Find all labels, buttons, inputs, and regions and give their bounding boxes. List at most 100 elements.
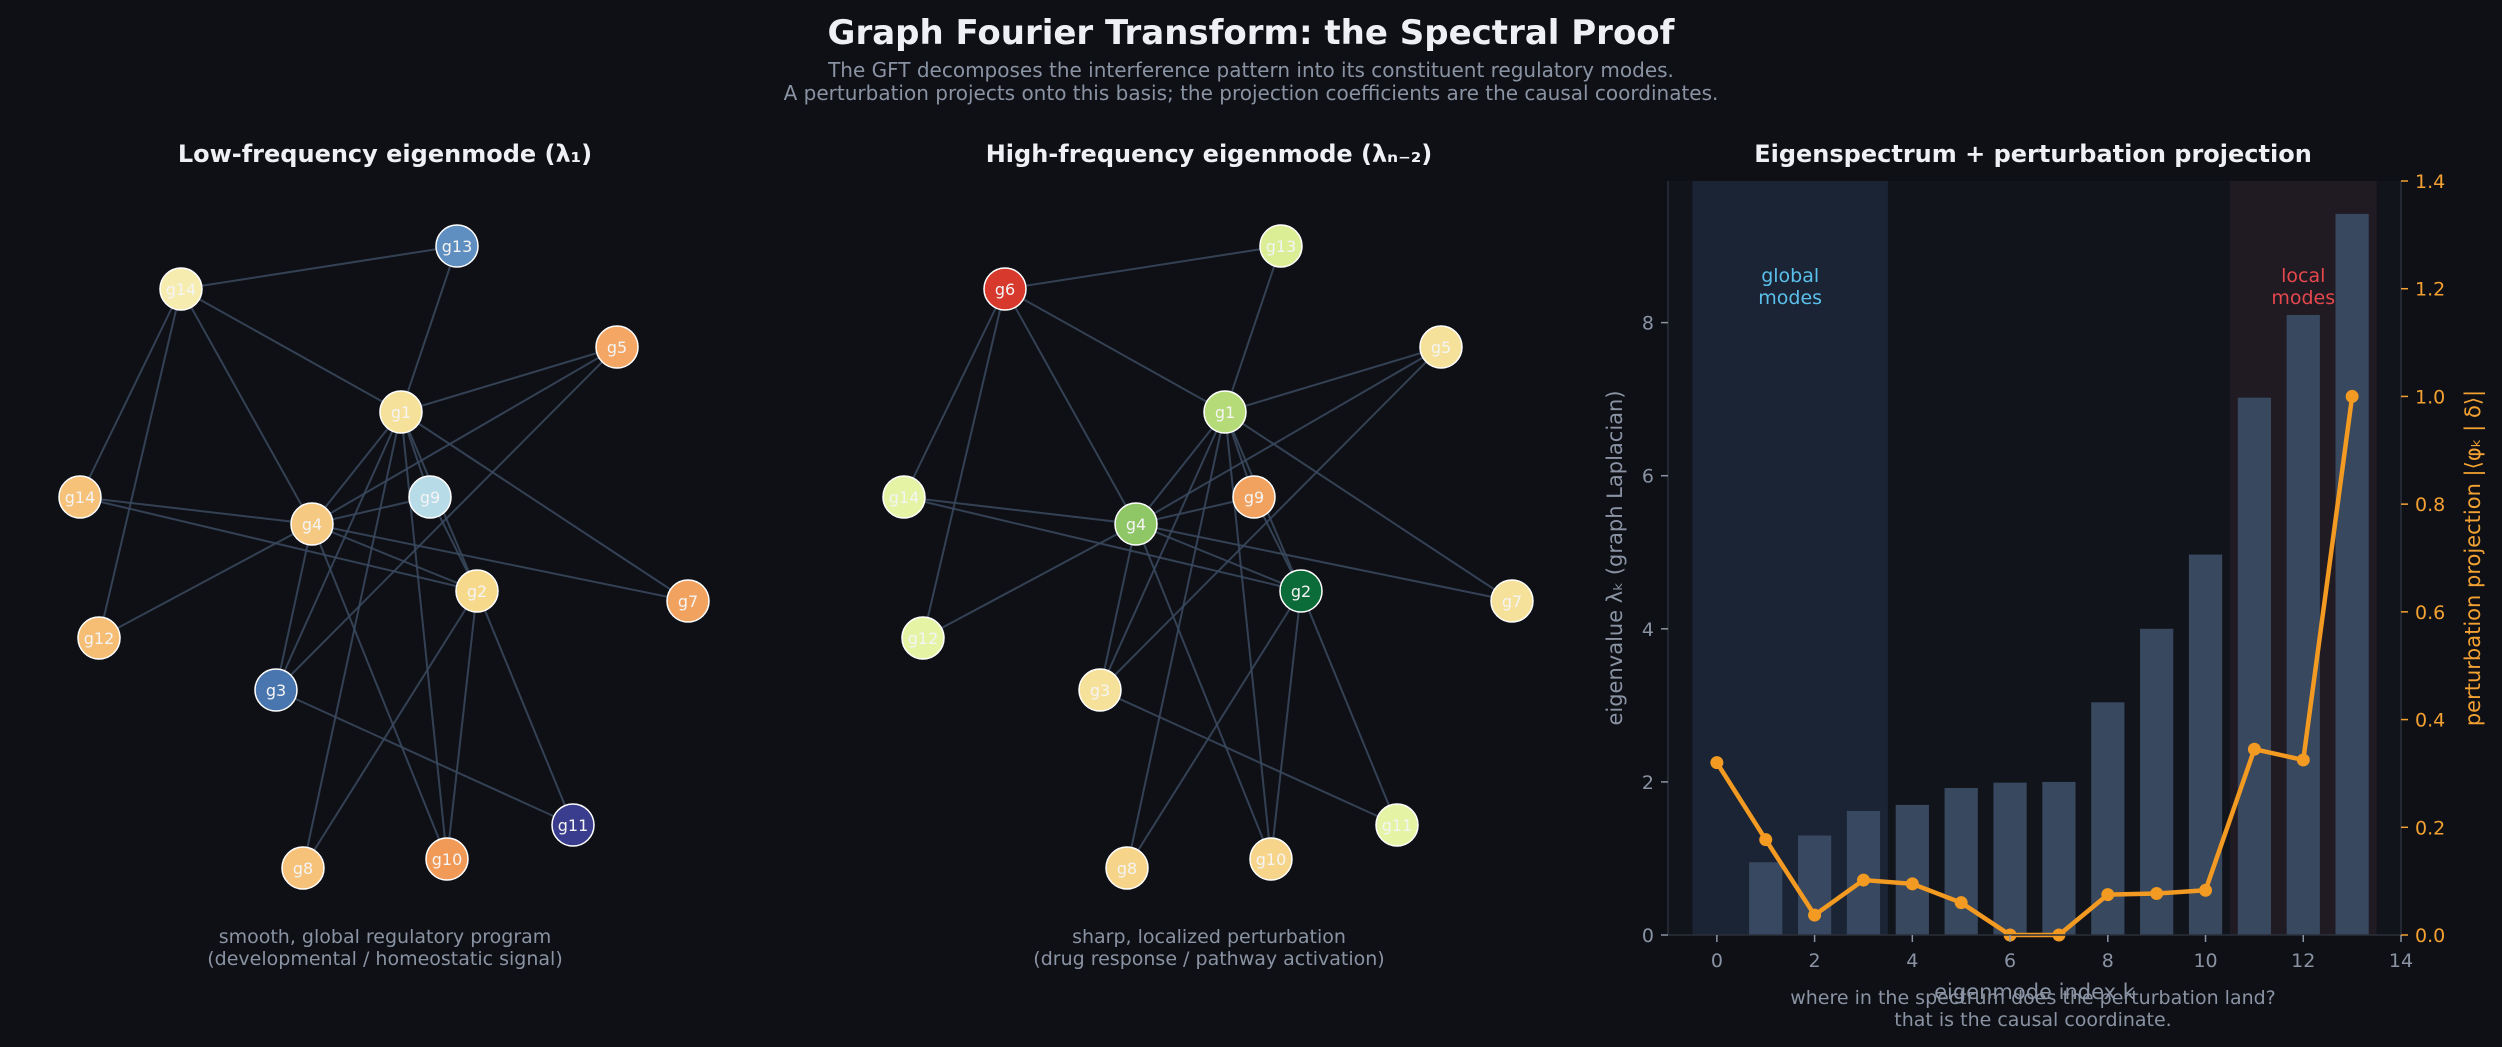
graph-node: g14: [58, 475, 102, 519]
graph-node: g3: [1078, 668, 1122, 712]
graph-edge: [311, 411, 402, 525]
graph-node: g11: [1375, 803, 1419, 847]
node-label: g10: [432, 850, 463, 869]
graph-edge: [79, 288, 182, 498]
y-tick-label: 4: [1642, 619, 1654, 641]
region-label-line2: modes: [1758, 287, 1822, 309]
graph-node: g9: [408, 475, 452, 519]
graph-edge: [1126, 590, 1302, 869]
graph-edge: [1224, 346, 1442, 413]
graph-edge: [1135, 523, 1302, 592]
projection-point: [1759, 833, 1773, 847]
panel-caption-high-line2: (drug response / pathway activation): [1033, 948, 1384, 970]
projection-point: [1905, 877, 1919, 891]
graph-edge: [446, 590, 478, 860]
graph-edge: [1004, 288, 1137, 525]
graph-edge: [1135, 523, 1513, 602]
node-circle: [58, 475, 102, 519]
projection-point: [2296, 753, 2310, 767]
graph-node: g14: [159, 267, 203, 311]
node-circle: [666, 579, 710, 623]
graph-edge: [400, 245, 458, 413]
eigenvalue-bar: [1846, 810, 1881, 935]
node-label: g3: [266, 681, 286, 700]
x-tick-label: 8: [2102, 950, 2114, 972]
graph-nodes: g14 g13 g5 g1 g14 g9 g4 g2 g7 g12 g3 g11 g8 g10: [58, 224, 710, 890]
x-tick-label: 10: [2193, 950, 2217, 972]
node-circle: [455, 569, 499, 613]
x-tick-label: 4: [1906, 950, 1918, 972]
node-label: g4: [1126, 515, 1146, 534]
graph-node: g3: [254, 668, 298, 712]
graph-edge: [302, 411, 402, 869]
eigenvalue-bar: [1895, 804, 1929, 935]
eigenvalue-bar: [2188, 554, 2223, 935]
panel-caption-high-line1: sharp, localized perturbation: [1072, 926, 1346, 948]
graph-edge: [1135, 523, 1272, 860]
graph-edge: [1135, 346, 1442, 525]
node-label: g11: [558, 816, 589, 835]
node-label: g1: [1215, 403, 1235, 422]
graph-edge: [98, 288, 182, 639]
node-label: g14: [889, 488, 920, 507]
node-label: g7: [1502, 592, 1522, 611]
node-label: g5: [1431, 338, 1451, 357]
graph-edge: [922, 523, 1137, 639]
graph-edge: [1135, 411, 1226, 525]
graph-edge: [400, 346, 618, 413]
graph-edge: [79, 496, 313, 525]
region-label-line2: modes: [2271, 287, 2335, 309]
node-label: g6: [995, 280, 1015, 299]
projection-point: [2345, 389, 2359, 403]
region-band: [1692, 181, 1888, 935]
eigenvalue-bar: [1749, 862, 1783, 935]
y-tick-label: 6: [1642, 466, 1654, 488]
graph-node: g9: [1232, 475, 1276, 519]
node-circle: [1249, 837, 1293, 881]
projection-point: [2247, 742, 2261, 756]
low-frequency-panel: Low-frequency eigenmode (λ₁) g14g13g5g1g…: [58, 140, 710, 970]
node-circle: [551, 803, 595, 847]
graph-edge: [400, 411, 448, 860]
graph-edge: [311, 346, 618, 525]
graph-node: g7: [1490, 579, 1534, 623]
graph-edge: [180, 288, 402, 413]
y-tick-label: 2: [1642, 772, 1654, 794]
y2-tick-label: 1.2: [2415, 279, 2445, 301]
y-tick-label: 0: [1642, 925, 1654, 947]
graph-node: g4: [1114, 502, 1158, 546]
graph-node: g6: [983, 267, 1027, 311]
chart-title: Eigenspectrum + perturbation projection: [1754, 140, 2312, 168]
graph-edges: [79, 245, 689, 869]
y-tick-label: 8: [1642, 313, 1654, 335]
y2-tick-label: 0.8: [2415, 494, 2445, 516]
graph-node: g8: [281, 846, 325, 890]
graph-edge: [275, 523, 313, 691]
projection-point: [2199, 883, 2213, 897]
graph-node: g13: [435, 224, 479, 268]
graph-edge: [922, 288, 1006, 639]
graph-edge: [1099, 411, 1226, 691]
graph-node: g10: [425, 837, 469, 881]
graph-node: g2: [455, 569, 499, 613]
graph-edge: [1004, 288, 1226, 413]
node-label: g14: [65, 488, 96, 507]
node-circle: [1078, 668, 1122, 712]
eigenvalue-bar: [2237, 397, 2272, 935]
y2-axis-label: perturbation projection |⟨φₖ | δ⟩|: [2461, 390, 2486, 726]
node-label: g4: [302, 515, 322, 534]
node-circle: [882, 475, 926, 519]
node-circle: [379, 390, 423, 434]
panel-caption-low-line2: (developmental / homeostatic signal): [207, 948, 562, 970]
graph-node: g10: [1249, 837, 1293, 881]
node-label: g3: [1090, 681, 1110, 700]
node-circle: [254, 668, 298, 712]
x-axis-label: eigenmode index k: [1934, 980, 2136, 1004]
node-circle: [901, 616, 945, 660]
figure-subtitle-line1: The GFT decomposes the interference patt…: [827, 58, 1674, 82]
graph-edge: [275, 411, 402, 691]
graph-edge: [311, 523, 478, 592]
node-label: g2: [467, 582, 487, 601]
node-circle: [408, 475, 452, 519]
graph-edge: [180, 288, 313, 525]
